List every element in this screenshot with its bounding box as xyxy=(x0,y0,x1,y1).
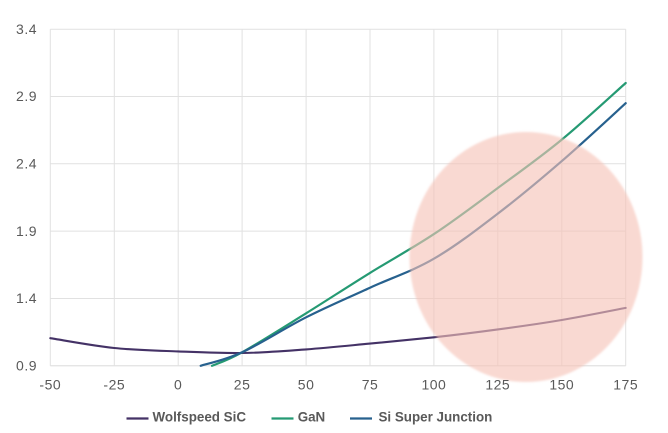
svg-text:1.4: 1.4 xyxy=(16,290,37,306)
svg-text:175: 175 xyxy=(613,377,638,393)
svg-text:1.9: 1.9 xyxy=(16,223,37,239)
svg-text:0.9: 0.9 xyxy=(16,358,37,374)
svg-text:-50: -50 xyxy=(39,377,61,393)
svg-text:2.4: 2.4 xyxy=(16,156,37,172)
svg-text:-25: -25 xyxy=(103,377,125,393)
svg-text:100: 100 xyxy=(421,377,446,393)
svg-text:150: 150 xyxy=(549,377,574,393)
svg-text:GaN: GaN xyxy=(298,410,326,425)
svg-text:75: 75 xyxy=(362,377,379,393)
svg-text:125: 125 xyxy=(485,377,510,393)
svg-text:0: 0 xyxy=(174,377,182,393)
svg-text:Wolfspeed SiC: Wolfspeed SiC xyxy=(153,410,247,425)
svg-text:Si Super Junction: Si Super Junction xyxy=(379,410,493,425)
svg-text:3.4: 3.4 xyxy=(16,21,37,37)
svg-text:50: 50 xyxy=(298,377,315,393)
svg-text:2.9: 2.9 xyxy=(16,88,37,104)
svg-text:25: 25 xyxy=(234,377,251,393)
